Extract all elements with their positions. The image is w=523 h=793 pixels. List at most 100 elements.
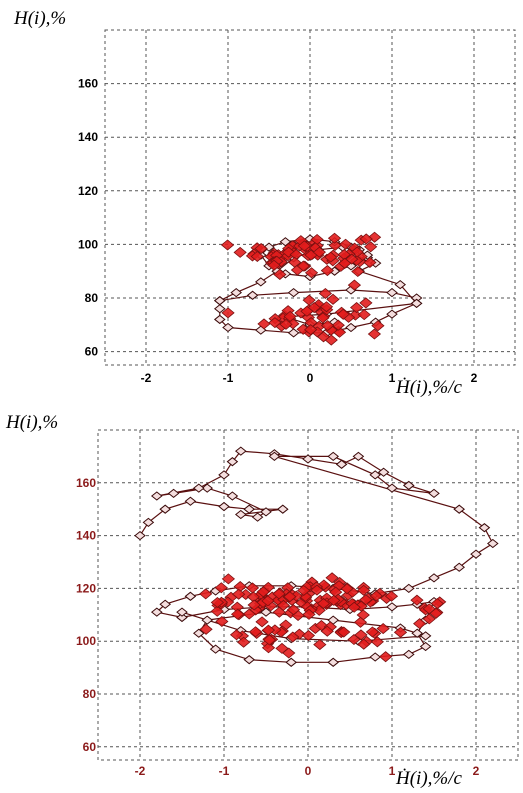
cluster-point [393, 626, 408, 638]
cluster-point [347, 279, 362, 291]
cluster-point [288, 256, 302, 268]
cluster-point [281, 305, 295, 317]
trajectory-point [411, 628, 424, 638]
trajectory-point [159, 599, 172, 609]
cluster-point [364, 241, 378, 253]
cluster-point [220, 239, 235, 251]
y-tick-label: 120 [78, 184, 98, 198]
cluster-point [273, 268, 287, 280]
trajectory-point [410, 298, 423, 309]
trajectory-point [470, 549, 482, 559]
trajectory-point [243, 655, 256, 665]
cluster-point [379, 651, 393, 663]
cluster-point [300, 305, 314, 317]
x-tick-label: 0 [305, 764, 312, 778]
trajectory-point [134, 530, 146, 541]
cluster-point [365, 626, 380, 638]
cluster-point [221, 573, 236, 585]
cluster-point [371, 320, 385, 332]
cluster-point [316, 598, 331, 610]
cluster-point [214, 582, 228, 594]
x-tick-label: 1 [389, 764, 396, 778]
cluster-point [353, 616, 368, 628]
cluster-point [199, 588, 213, 600]
cluster-point [326, 293, 340, 305]
trajectory-point [453, 562, 466, 572]
cluster-point [268, 317, 282, 329]
cluster-point [369, 590, 383, 602]
trajectory-point [345, 322, 357, 333]
trajectory-point [352, 451, 365, 462]
trajectory-point [268, 451, 281, 462]
cluster-point [279, 318, 293, 330]
cluster-point [247, 599, 261, 611]
cluster-point [286, 631, 300, 643]
cluster-point [336, 308, 350, 320]
cluster-point [221, 307, 235, 319]
trajectory-point [201, 483, 214, 493]
cluster-point [230, 601, 244, 613]
cluster-point [267, 259, 281, 271]
trajectory-point [327, 451, 340, 462]
trajectory-point [377, 467, 390, 477]
cluster-point [359, 233, 373, 245]
cluster-point [254, 243, 268, 255]
cluster-point [325, 572, 339, 584]
trajectory-point [150, 491, 163, 501]
trajectory-point [243, 504, 256, 514]
y-tick-label: 160 [76, 476, 96, 490]
y-axis-label-bottom: H(i),% [5, 412, 58, 433]
cluster-point [430, 598, 444, 610]
y-tick-label: 100 [78, 237, 98, 251]
x-ticks-bottom: -2 -1 0 1 2 [135, 764, 480, 778]
cluster-point [359, 297, 373, 309]
cluster-point [261, 595, 275, 607]
trajectory-point [287, 328, 300, 338]
cluster-point [317, 579, 331, 591]
trajectory-point [192, 483, 205, 493]
cluster-point [282, 647, 296, 659]
x-tick-label: -2 [135, 764, 146, 778]
cluster-point [302, 294, 316, 306]
chart-bottom: H(i),% Ḣ(i),%/c -2 -1 0 1 2 60 80 100 120 140 160 [5, 412, 519, 789]
cluster-point [210, 596, 225, 608]
cluster-point [410, 594, 424, 606]
cluster-point [429, 607, 443, 619]
cluster-point [276, 599, 291, 611]
trajectory-point [453, 504, 466, 514]
cluster-point [256, 586, 270, 598]
cluster-point [357, 309, 371, 321]
x-tick-label: -1 [223, 371, 234, 385]
cluster-point [320, 320, 335, 332]
cluster-point [246, 591, 261, 603]
trajectory-point [260, 507, 272, 517]
cluster-point [296, 260, 310, 272]
cluster-point [363, 256, 377, 268]
chart-top: H(i),% Ḣ(i),%/c -2 -1 0 1 2 60 80 100 120 140 160 [13, 8, 516, 398]
cluster-point [245, 582, 260, 594]
cluster-point [354, 629, 368, 641]
cluster-point [304, 324, 318, 336]
trajectory-point [386, 309, 398, 319]
cluster-point [337, 249, 351, 261]
trajectory-point [213, 296, 226, 306]
x-tick-label: 2 [473, 764, 480, 778]
trajectory-point [486, 538, 499, 549]
cluster-point [242, 608, 256, 620]
trajectory-point [386, 483, 398, 493]
trajectory-point [159, 504, 172, 514]
trajectory-point [230, 287, 243, 298]
trajectory-point [226, 457, 239, 467]
y-ticks-bottom: 60 80 100 120 140 160 [76, 476, 96, 754]
trajectory-point [176, 607, 188, 617]
cluster-point [327, 594, 341, 606]
cluster-point [319, 301, 334, 313]
cluster-point [301, 630, 316, 642]
trajectory-bottom [134, 446, 499, 667]
cluster-point [283, 591, 297, 603]
trajectory-point [386, 602, 398, 612]
trajectory-point [234, 509, 247, 520]
cluster-point [304, 267, 319, 279]
trajectory-point [419, 631, 432, 641]
x-tick-label: 2 [471, 371, 478, 385]
